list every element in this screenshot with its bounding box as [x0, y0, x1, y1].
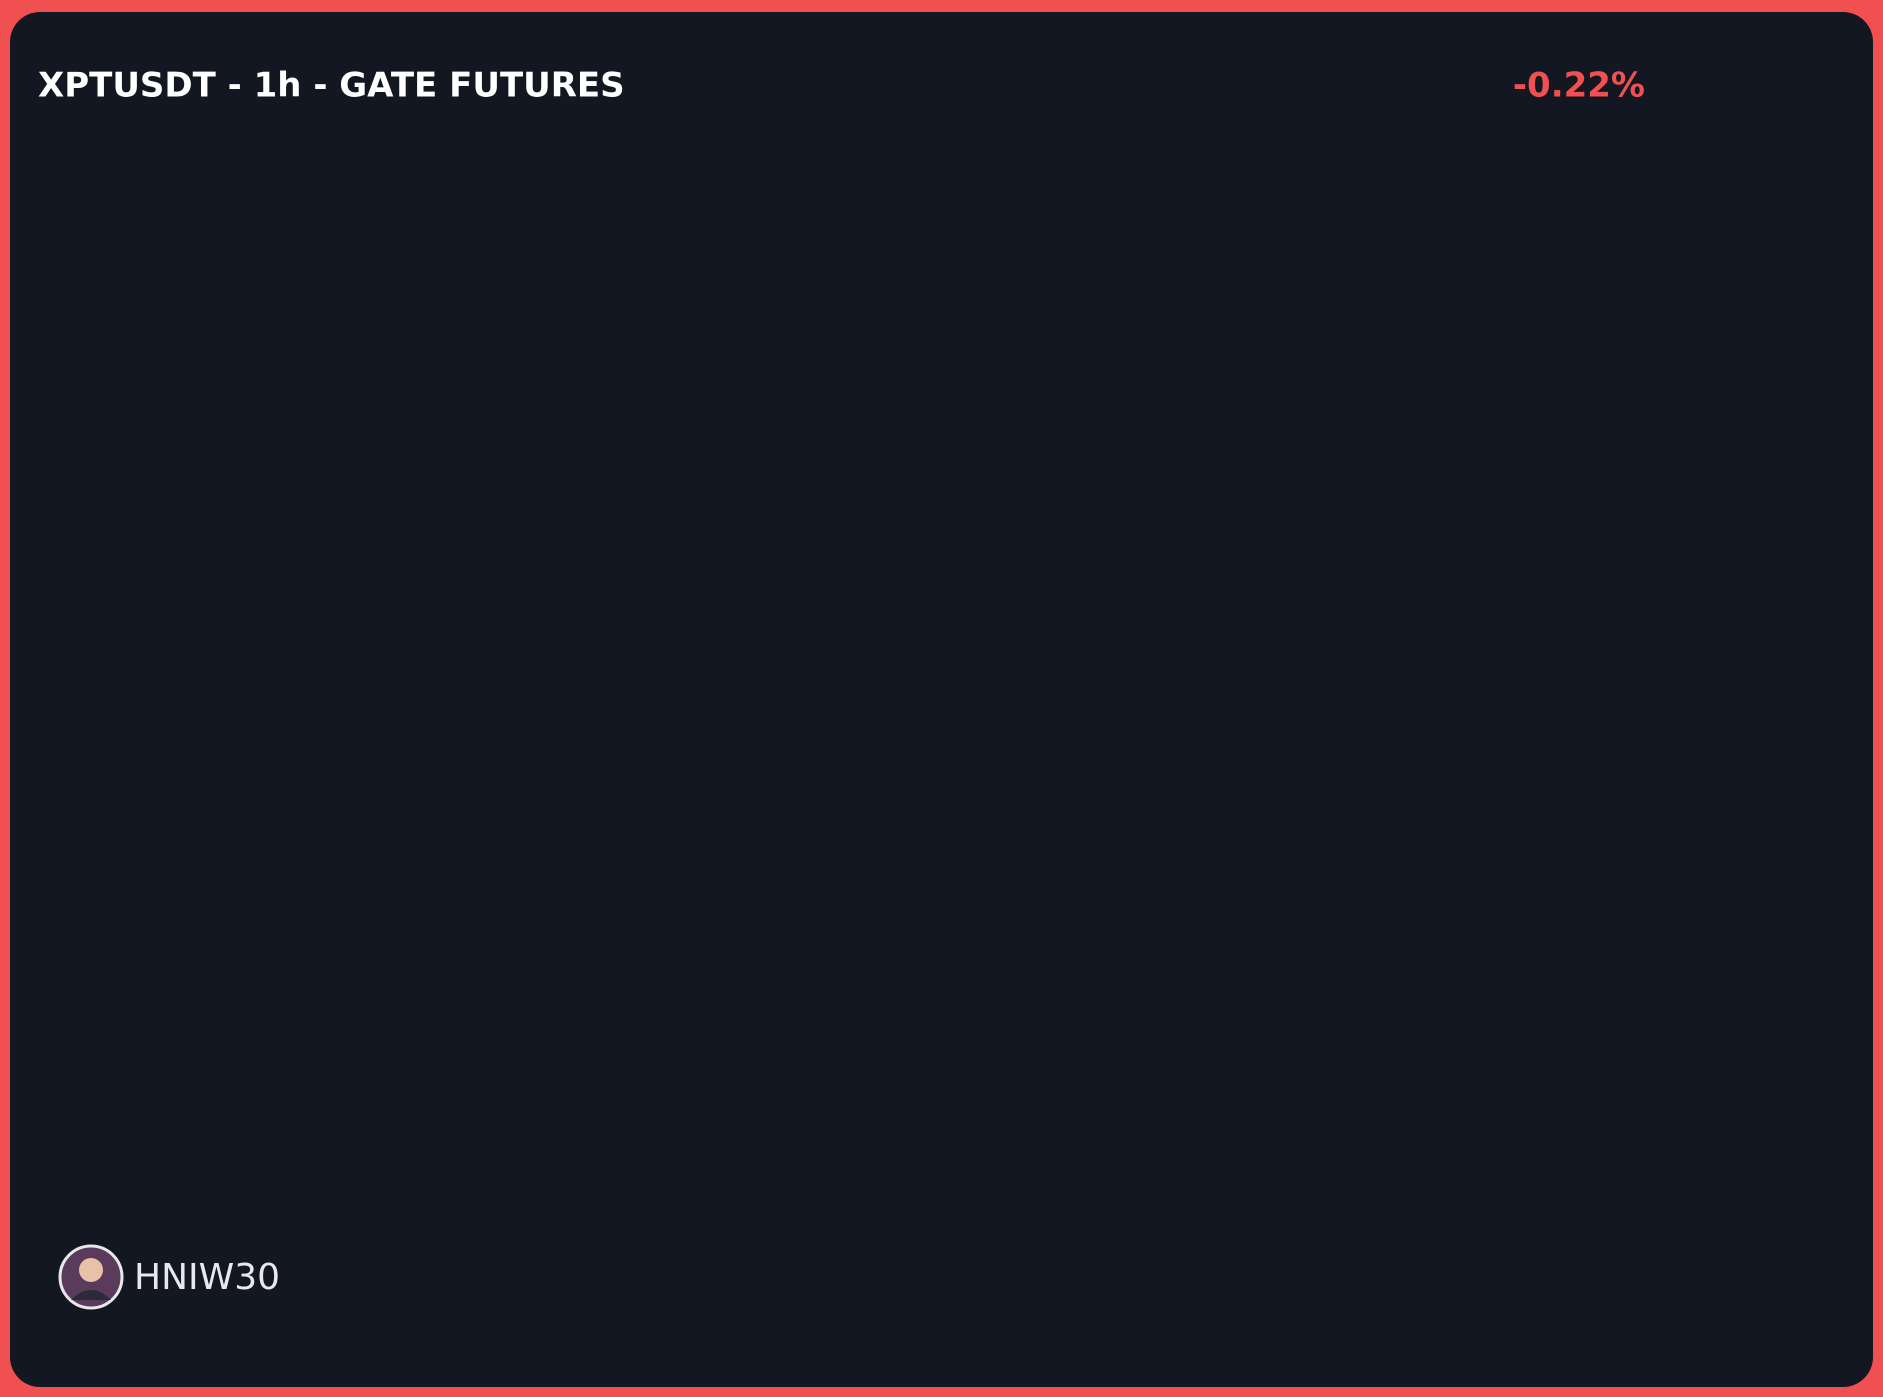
change-label: -0.22% — [1513, 66, 1645, 106]
watermark: HNIW30 — [58, 1244, 280, 1310]
background — [10, 12, 1873, 1387]
watermark-text: HNIW30 — [134, 1257, 280, 1298]
avatar-body — [71, 1290, 111, 1300]
avatar-face — [79, 1258, 103, 1282]
chart-title: XPTUSDT - 1h - GATE FUTURES — [38, 66, 625, 106]
